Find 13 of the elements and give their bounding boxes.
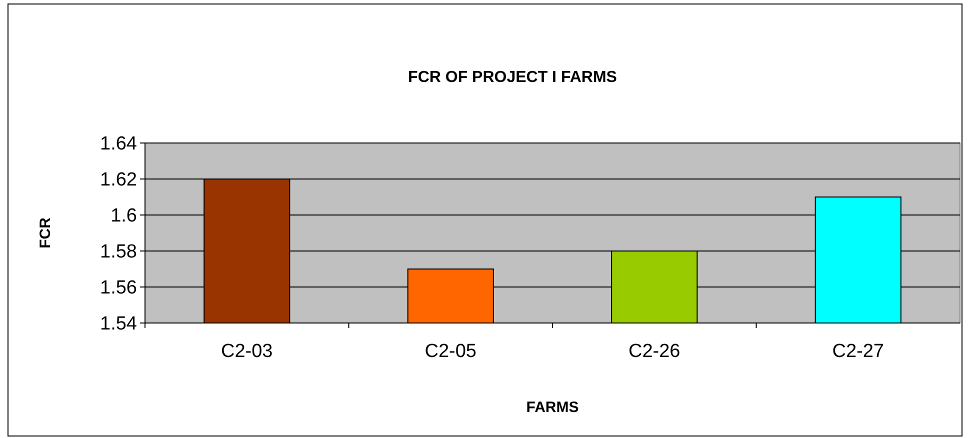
y-tick-label: 1.58 [100, 242, 137, 263]
x-tick-label: C2-27 [832, 341, 884, 362]
x-tick-label: C2-03 [221, 341, 273, 362]
y-axis-title: FCR [37, 217, 54, 248]
y-tick-label: 1.54 [100, 314, 138, 335]
x-tick-label: C2-26 [628, 341, 680, 362]
y-tick-label: 1.64 [100, 134, 138, 155]
chart-title: FCR OF PROJECT I FARMS [408, 69, 618, 86]
y-tick-label: 1.56 [100, 278, 137, 299]
y-tick-label: 1.62 [100, 170, 137, 191]
x-axis-title: FARMS [526, 399, 579, 416]
x-tick-label: C2-05 [424, 341, 476, 362]
y-tick-label: 1.6 [110, 206, 137, 227]
